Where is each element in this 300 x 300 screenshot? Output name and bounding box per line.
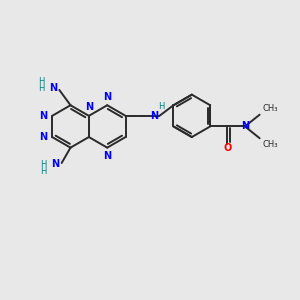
Text: H: H — [40, 167, 47, 176]
Text: N: N — [103, 92, 111, 102]
Text: N: N — [85, 102, 93, 112]
Text: N: N — [103, 151, 111, 161]
Text: H: H — [38, 76, 45, 85]
Text: N: N — [150, 111, 158, 121]
Text: N: N — [49, 83, 57, 94]
Text: H: H — [38, 84, 45, 93]
Text: O: O — [223, 142, 231, 153]
Text: N: N — [51, 159, 59, 170]
Text: H: H — [40, 160, 47, 169]
Text: CH₃: CH₃ — [262, 140, 278, 149]
Text: N: N — [241, 122, 249, 131]
Text: H: H — [159, 101, 165, 110]
Text: CH₃: CH₃ — [262, 104, 278, 113]
Text: N: N — [39, 111, 47, 121]
Text: N: N — [39, 132, 47, 142]
